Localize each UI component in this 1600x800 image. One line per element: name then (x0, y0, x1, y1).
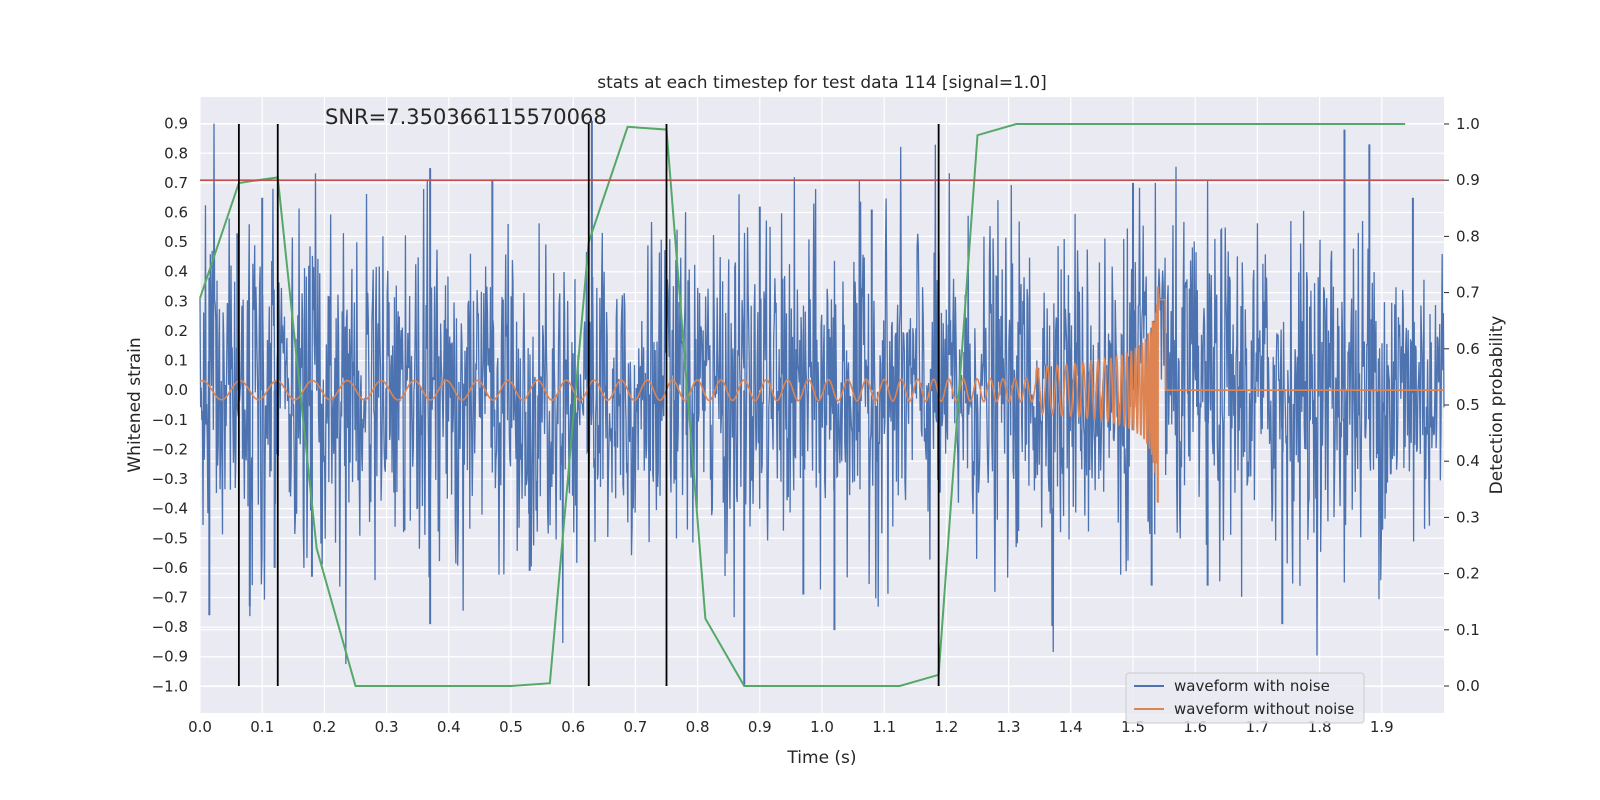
y-tick-label: −0.3 (152, 470, 188, 488)
y2-tick-label: 0.3 (1456, 508, 1480, 526)
x-tick-label: 0.8 (686, 718, 710, 736)
y-tick-label: −0.7 (152, 589, 188, 607)
y-tick-label: 0.1 (164, 352, 188, 370)
y-axis-label: Whitened strain (125, 337, 145, 472)
legend-box (1125, 672, 1365, 724)
detection-markers (237, 123, 940, 687)
y2-axis-label: Detection probability (1487, 316, 1507, 495)
x-tick-label: 1.1 (872, 718, 896, 736)
y-tick-label: −0.8 (152, 618, 188, 636)
x-axis: 0.0 0.1 0.2 0.3 0.4 0.5 0.6 0.7 0.8 0.9 1.0 1.1 1.2 1… (188, 718, 1394, 736)
legend-label-noise: waveform with noise (1174, 677, 1330, 695)
y-tick-label: −0.2 (152, 440, 188, 458)
x-tick-label: 0.7 (623, 718, 647, 736)
y2-tick-label: 0.9 (1456, 171, 1480, 189)
x-tick-label: 1.3 (997, 718, 1021, 736)
y-tick-label: 0.8 (164, 144, 188, 162)
y-tick-label: −0.5 (152, 529, 188, 547)
y-tick-label: −0.1 (152, 411, 188, 429)
x-tick-label: 0.0 (188, 718, 212, 736)
x-tick-label: 0.1 (250, 718, 274, 736)
y-tick-label: 0.6 (164, 204, 188, 222)
series-waveform-without-noise (199, 286, 1444, 503)
x-tick-label: 1.4 (1059, 718, 1083, 736)
series-detection-probability (199, 122, 1406, 688)
y2-tick-label: 0.8 (1456, 227, 1480, 245)
x-tick-label: 0.3 (375, 718, 399, 736)
x-tick-label: 1.2 (934, 718, 958, 736)
y2-tick-label: 0.1 (1456, 621, 1480, 639)
series-waveform-with-noise (199, 120, 1445, 687)
y-axis-left: 0.9 0.8 0.7 0.6 0.5 0.4 0.3 0.2 0.1 0.0 −0.1 −0.2 −0… (152, 115, 188, 696)
snr-annotation: SNR=7.350366115570068 (325, 105, 607, 129)
x-tick-label: 0.9 (748, 718, 772, 736)
y2-tick-label: 0.7 (1456, 284, 1480, 302)
y-tick-label: 0.3 (164, 292, 188, 310)
y-tick-label: −1.0 (152, 677, 188, 695)
y2-tick-label: 0.4 (1456, 452, 1480, 470)
line-waveform-with-noise (199, 123, 1445, 665)
x-tick-label: 0.5 (499, 718, 523, 736)
y-tick-label: 0.4 (164, 263, 188, 281)
legend-label-clean: waveform without noise (1174, 700, 1354, 718)
y-tick-label: 0.2 (164, 322, 188, 340)
y-tick-label: 0.7 (164, 174, 188, 192)
x-tick-label: 0.2 (312, 718, 336, 736)
x-tick-label: 1.0 (810, 718, 834, 736)
chart-title: stats at each timestep for test data 114… (597, 73, 1047, 93)
y2-tick-label: 0.5 (1456, 396, 1480, 414)
y2-tick-label: 0.0 (1456, 677, 1480, 695)
y-tick-label: −0.6 (152, 559, 188, 577)
y-axis-right: 1.0 0.9 0.8 0.7 0.6 0.5 0.4 0.3 0.2 0.1 0.0 (1444, 115, 1480, 695)
y2-tick-label: 1.0 (1456, 115, 1480, 133)
y-tick-label: 0.9 (164, 115, 188, 133)
x-tick-label: 1.9 (1370, 718, 1394, 736)
x-tick-label: 0.6 (561, 718, 585, 736)
y-tick-label: 0.0 (164, 381, 188, 399)
y2-tick-label: 0.6 (1456, 340, 1480, 358)
line-detection-probability (199, 122, 1406, 688)
y-tick-label: −0.9 (152, 648, 188, 666)
y-tick-label: 0.5 (164, 233, 188, 251)
line-waveform-without-noise (199, 298, 1444, 502)
x-axis-label: Time (s) (786, 748, 856, 768)
y2-tick-label: 0.2 (1456, 565, 1480, 583)
y-tick-label: −0.4 (152, 500, 188, 518)
legend: waveform with noise waveform without noi… (1125, 672, 1365, 724)
x-tick-label: 0.4 (437, 718, 461, 736)
